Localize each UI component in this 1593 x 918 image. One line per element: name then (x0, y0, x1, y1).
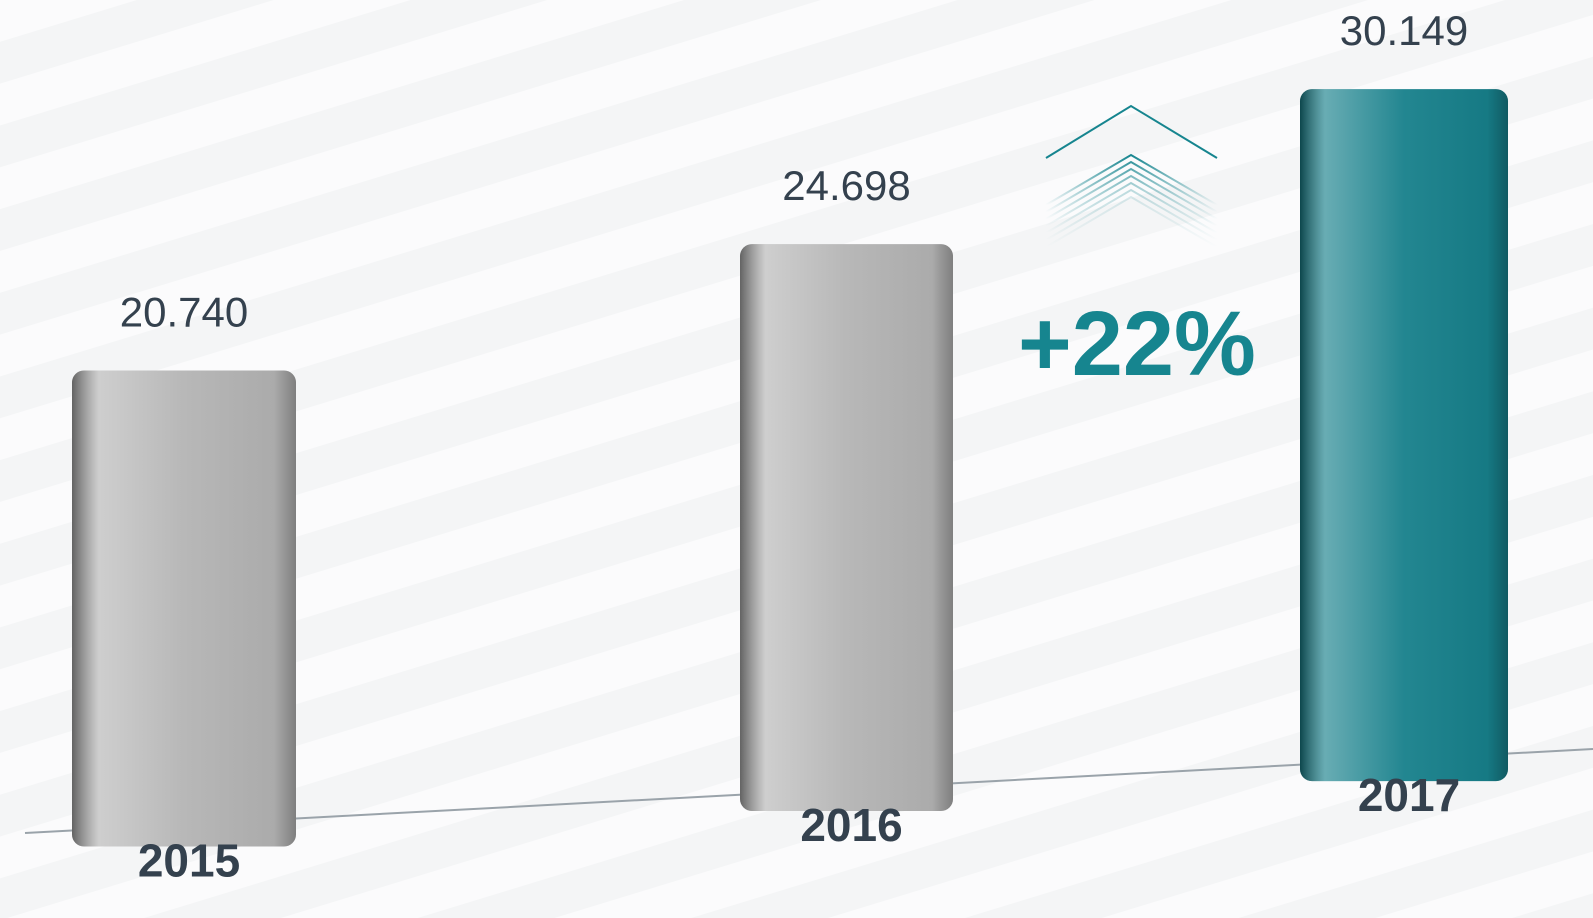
value-label: 24.698 (782, 162, 910, 209)
arrow-icon (1045, 104, 1218, 248)
annotation: +22% (1018, 293, 1256, 395)
x-tick-label: 2017 (1358, 769, 1460, 821)
x-tick-label: 2015 (138, 834, 240, 886)
value-label: 20.740 (120, 288, 248, 335)
bar-shading (1300, 89, 1508, 782)
bar-shading (72, 370, 296, 847)
bar-shading (740, 244, 953, 811)
x-tick-label: 2016 (800, 799, 902, 851)
value-label: 30.149 (1340, 7, 1468, 54)
